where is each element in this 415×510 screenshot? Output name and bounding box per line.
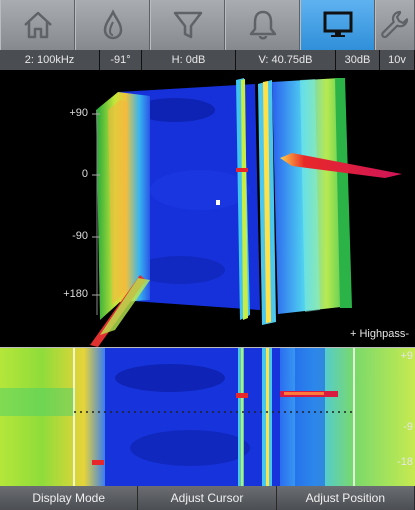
filter-button[interactable] xyxy=(150,0,225,50)
db-readout[interactable]: 30dB xyxy=(336,50,380,70)
right-scale-label: +9 xyxy=(400,350,413,362)
gain-button[interactable] xyxy=(75,0,150,50)
y-axis-label: -90 xyxy=(72,230,88,242)
waterfall-3d-surface xyxy=(90,78,402,347)
vertical-gain-readout[interactable]: V: 40.75dB xyxy=(236,50,336,70)
phase-readout[interactable]: -91° xyxy=(100,50,142,70)
display-mode-button[interactable]: Display Mode xyxy=(0,486,139,510)
voltage-readout[interactable]: 10v xyxy=(380,50,415,70)
right-scale-label: -9 xyxy=(403,421,413,433)
settings-button[interactable] xyxy=(375,0,415,50)
frequency-readout[interactable]: 2: 100kHz xyxy=(0,50,100,70)
waterfall-2d-view[interactable]: +9 -9 -18 xyxy=(0,347,415,486)
y-axis-label: +180 xyxy=(63,288,88,300)
wrench-icon xyxy=(381,10,409,39)
waterfall-3d-view[interactable]: +90 0 -90 +180 + Highpass- xyxy=(0,70,415,347)
status-bar: 2: 100kHz -91° H: 0dB V: 40.75dB 30dB 10… xyxy=(0,50,415,70)
right-scale-label: -18 xyxy=(397,456,413,468)
horizontal-gain-readout[interactable]: H: 0dB xyxy=(142,50,236,70)
alarm-button[interactable] xyxy=(225,0,300,50)
adjust-position-button[interactable]: Adjust Position xyxy=(276,486,415,510)
display-icon xyxy=(323,11,352,37)
bottom-button-bar: Display Mode Adjust Cursor Adjust Positi… xyxy=(0,486,415,510)
filter-icon xyxy=(173,11,202,39)
home-icon xyxy=(23,11,52,39)
adjust-cursor-button[interactable]: Adjust Cursor xyxy=(138,486,277,510)
home-button[interactable] xyxy=(0,0,75,50)
y-axis-label: 0 xyxy=(81,168,88,180)
top-toolbar xyxy=(0,0,415,50)
alarm-icon xyxy=(249,10,276,40)
filter-mode-label: + Highpass- xyxy=(349,328,409,340)
gain-icon xyxy=(103,9,122,40)
waterfall-2d-image xyxy=(0,348,415,486)
y-axis-label: +90 xyxy=(69,107,88,119)
display-button[interactable] xyxy=(300,0,375,50)
